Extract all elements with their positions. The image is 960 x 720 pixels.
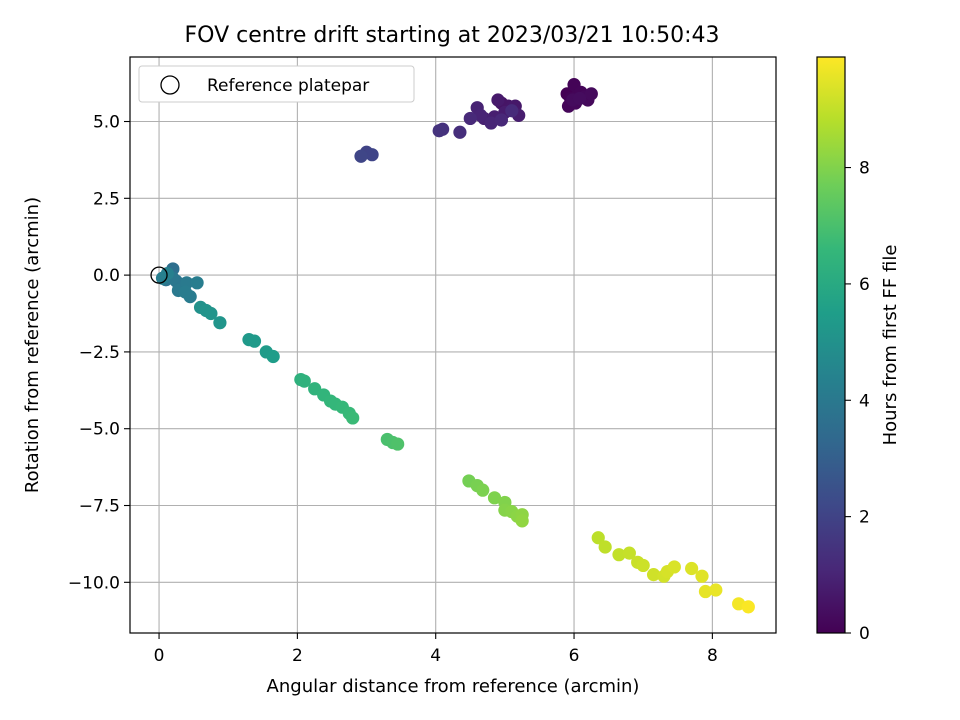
- colorbar-ticks: 0 2 4 6 8: [845, 159, 870, 644]
- x-tick-label: 6: [569, 646, 580, 666]
- y-tick-label: −2.5: [79, 343, 120, 363]
- colorbar-tick-label: 0: [859, 624, 870, 644]
- y-axis-label: Rotation from reference (arcmin): [22, 197, 43, 493]
- x-axis-ticks: 0 2 4 6 8: [154, 633, 718, 666]
- data-point: [667, 560, 681, 574]
- data-point: [213, 316, 227, 330]
- data-point: [698, 584, 713, 599]
- data-point: [584, 87, 598, 101]
- legend-marker-reference: [160, 75, 180, 95]
- colorbar-frame: [816, 56, 846, 634]
- data-point: [612, 548, 626, 562]
- data-point: [487, 491, 502, 505]
- data-point: [247, 334, 262, 348]
- data-point: [636, 558, 650, 573]
- colorbar-tick-label: 6: [859, 275, 870, 295]
- data-point: [190, 276, 204, 290]
- data-points: [155, 78, 755, 614]
- colorbar-tick-label: 2: [859, 508, 870, 528]
- data-point: [432, 124, 446, 138]
- data-point: [494, 113, 509, 127]
- data-point: [476, 483, 490, 497]
- data-point: [391, 437, 405, 451]
- colorbar-tick-label: 8: [859, 159, 870, 179]
- colorbar: 0 2 4 6 8 Hours from first FF file: [816, 56, 901, 644]
- y-tick-label: −10.0: [68, 573, 120, 593]
- colorbar-label: Hours from first FF file: [880, 245, 901, 446]
- reference-platepar-marker: [150, 266, 168, 284]
- data-point: [709, 583, 723, 597]
- data-point: [484, 116, 498, 130]
- y-tick-label: 0.0: [93, 266, 120, 286]
- x-axis-label: Angular distance from reference (arcmin): [267, 676, 640, 697]
- chart-title: FOV centre drift starting at 2023/03/21 …: [185, 23, 720, 48]
- legend-label-reference: Reference platepar: [207, 76, 369, 96]
- data-point: [505, 104, 519, 118]
- x-tick-label: 4: [430, 646, 441, 666]
- data-point: [491, 93, 505, 107]
- data-point: [591, 531, 605, 545]
- data-point: [463, 111, 477, 126]
- grid-lines: [130, 57, 776, 633]
- data-point: [266, 349, 280, 364]
- y-tick-label: 5.0: [93, 113, 120, 133]
- data-point: [598, 540, 612, 554]
- data-point: [515, 514, 529, 528]
- data-point: [354, 149, 368, 163]
- y-tick-label: −7.5: [79, 497, 120, 517]
- legend: Reference platepar: [138, 65, 415, 103]
- colorbar-tick-label: 4: [859, 391, 870, 411]
- y-axis-ticks: −10.0 −7.5 −5.0 −2.5 0.0 2.5 5.0: [68, 113, 130, 593]
- plot-area-frame: [129, 56, 777, 634]
- legend-box: [138, 65, 415, 103]
- data-point: [346, 411, 360, 425]
- data-point: [622, 546, 636, 560]
- x-tick-label: 0: [154, 646, 165, 666]
- data-point: [695, 569, 709, 583]
- data-point: [572, 91, 587, 106]
- data-point: [741, 600, 755, 614]
- y-tick-label: −5.0: [79, 420, 120, 440]
- x-tick-label: 2: [292, 646, 303, 666]
- colorbar-gradient: [817, 57, 845, 633]
- data-point: [474, 108, 488, 122]
- x-tick-label: 8: [707, 646, 718, 666]
- y-tick-label: 2.5: [93, 189, 120, 209]
- data-point: [178, 285, 192, 299]
- data-point: [453, 125, 467, 139]
- data-point: [204, 306, 218, 321]
- data-point: [365, 148, 379, 162]
- data-point: [685, 561, 699, 576]
- data-point: [297, 374, 311, 388]
- data-point: [646, 568, 661, 582]
